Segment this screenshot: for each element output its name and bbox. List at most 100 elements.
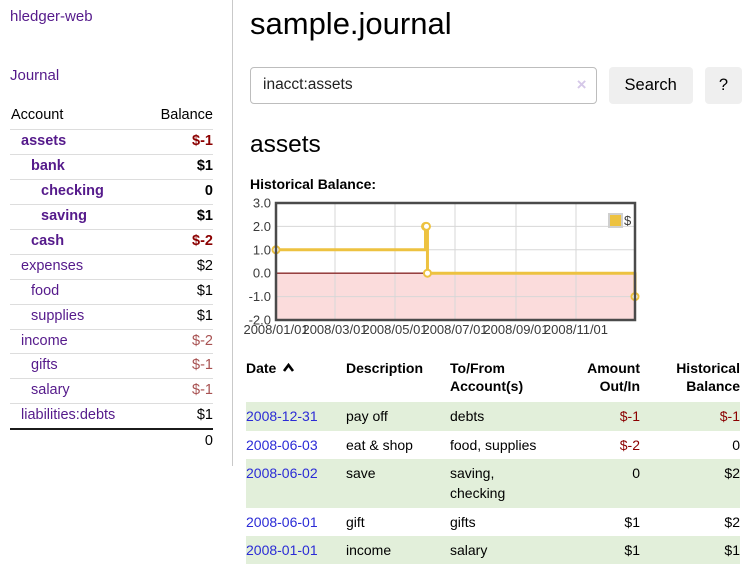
account-balance: $1 (144, 304, 213, 330)
sidebar-item-journal[interactable]: Journal (10, 67, 60, 84)
transaction-row: 2008-12-31 pay off debts $-1 $-1 (246, 402, 740, 431)
svg-text:0.0: 0.0 (253, 266, 271, 281)
transaction-row: 2008-06-02 save saving, checking 0 $2 (246, 459, 740, 508)
transaction-accounts: debts (450, 408, 485, 425)
transaction-accounts: gifts (450, 513, 476, 530)
account-link-saving[interactable]: saving (41, 207, 87, 224)
transaction-accounts: food, supplies (450, 436, 537, 453)
account-link-expenses[interactable]: expenses (21, 257, 84, 274)
chart-title: Historical Balance: (250, 176, 377, 193)
account-link-assets[interactable]: assets (21, 133, 67, 149)
account-balance: $1 (144, 403, 213, 430)
transaction-row: 2008-06-03 eat & shop food, supplies $-2… (246, 431, 740, 459)
svg-text:$: $ (624, 213, 632, 228)
transaction-balance: $1 (724, 541, 740, 558)
account-balance: $-2 (144, 229, 213, 255)
account-row: liabilities:debts $1 (10, 403, 213, 430)
account-row: expenses $2 (10, 254, 213, 280)
transaction-amount: $-2 (619, 436, 640, 453)
account-link-food[interactable]: food (31, 282, 60, 299)
transaction-row: 2008-01-01 income salary $1 $1 (246, 535, 740, 565)
svg-text:3.0: 3.0 (253, 196, 271, 211)
account-balance: $1 (144, 154, 213, 180)
account-balance: $2 (144, 254, 213, 280)
account-row: cash $-2 (10, 229, 213, 255)
account-balance: $-1 (144, 353, 213, 380)
accounts-table: Account Balance assets $-1 bank $1 checkin… (10, 104, 213, 455)
svg-text:2008/01/01: 2008/01/01 (243, 322, 308, 337)
transaction-description: save (346, 465, 376, 481)
account-link-liabilities-debts[interactable]: liabilities:debts (21, 407, 116, 424)
account-row: gifts $-1 (10, 353, 213, 380)
account-row: checking 0 (10, 179, 213, 205)
account-balance: $1 (144, 279, 213, 305)
account-row: bank $1 (10, 154, 213, 180)
app-title-link[interactable]: hledger-web (10, 8, 93, 25)
svg-text:-2.0: -2.0 (249, 313, 271, 328)
transaction-description: income (346, 541, 392, 558)
page-title: sample.journal (250, 6, 452, 41)
transaction-date-link[interactable]: 2008-06-02 (246, 465, 318, 481)
accounts-total-value: 0 (144, 428, 213, 455)
account-balance: $-1 (144, 129, 213, 155)
transaction-balance: $2 (724, 465, 740, 481)
transaction-description: pay off (346, 408, 388, 425)
transaction-accounts: salary (450, 541, 488, 558)
account-row: salary $-1 (10, 378, 213, 405)
transaction-amount: $1 (624, 541, 640, 558)
svg-text:2008/07/01: 2008/07/01 (422, 322, 487, 337)
transaction-balance: 0 (732, 436, 740, 453)
svg-text:2008/09/01: 2008/09/01 (483, 322, 548, 337)
transaction-amount: 0 (632, 465, 640, 481)
help-button[interactable]: ? (704, 66, 742, 104)
account-balance: 0 (144, 179, 213, 205)
svg-text:-1.0: -1.0 (249, 289, 271, 304)
account-link-salary[interactable]: salary (31, 382, 70, 399)
clear-search-icon[interactable]: × (576, 74, 587, 94)
account-link-gifts[interactable]: gifts (31, 357, 58, 374)
transaction-row: 2008-06-01 gift gifts $1 $2 (246, 508, 740, 536)
transaction-date-link[interactable]: 2008-06-03 (246, 436, 318, 453)
main-content: sample.journal × Search ? assets Histori… (243, 0, 742, 565)
transaction-date-link[interactable]: 2008-06-01 (246, 513, 318, 530)
transaction-amount: $-1 (619, 408, 640, 425)
register-col-tofrom: To/From Account(s) (450, 360, 524, 395)
transaction-date-link[interactable]: 2008-01-01 (246, 541, 318, 558)
transaction-description: eat & shop (346, 436, 413, 453)
register-table: Date Description To/From Account(s) Amou… (246, 357, 740, 565)
svg-text:2008/05/01: 2008/05/01 (362, 322, 427, 337)
historical-balance-chart: 3.0 2.0 1.0 0.0 -1.0 -2.02008/01/012008/03/01… (243, 196, 640, 337)
svg-text:2008/11/01: 2008/11/01 (544, 322, 608, 337)
transaction-amount: $1 (624, 513, 640, 530)
svg-text:1.0: 1.0 (253, 242, 271, 257)
register-col-date[interactable]: Date (246, 357, 346, 402)
account-heading: assets (250, 130, 321, 158)
account-link-checking[interactable]: checking (41, 182, 104, 199)
svg-text:2.0: 2.0 (253, 219, 271, 234)
register-col-amount: Amount Out/In (587, 360, 640, 395)
account-balance: $1 (144, 204, 213, 230)
account-row: assets $-1 (10, 129, 213, 155)
account-link-income[interactable]: income (21, 332, 68, 349)
register-col-description: Description (346, 360, 424, 377)
register-header-row: Date Description To/From Account(s) Amou… (246, 357, 740, 402)
search-input[interactable] (250, 66, 597, 104)
account-link-bank[interactable]: bank (31, 157, 65, 174)
account-balance: $-2 (144, 329, 213, 355)
account-link-cash[interactable]: cash (31, 232, 65, 249)
account-row: supplies $1 (10, 304, 213, 330)
account-row: food $1 (10, 279, 213, 305)
account-link-supplies[interactable]: supplies (31, 307, 85, 324)
transaction-date-link[interactable]: 2008-12-31 (246, 408, 318, 425)
accounts-col-balance: Balance (144, 104, 213, 130)
transaction-accounts: saving, checking (450, 465, 506, 502)
search-button[interactable]: Search (608, 66, 693, 104)
transaction-balance: $-1 (719, 408, 740, 425)
search-form: × Search ? (250, 66, 742, 104)
account-balance: $-1 (144, 378, 213, 405)
accounts-total-row: 0 (10, 428, 213, 455)
transaction-description: gift (346, 513, 365, 530)
accounts-col-account: Account (10, 104, 145, 130)
transaction-balance: $2 (724, 513, 740, 530)
sort-ascending-icon (282, 359, 295, 377)
